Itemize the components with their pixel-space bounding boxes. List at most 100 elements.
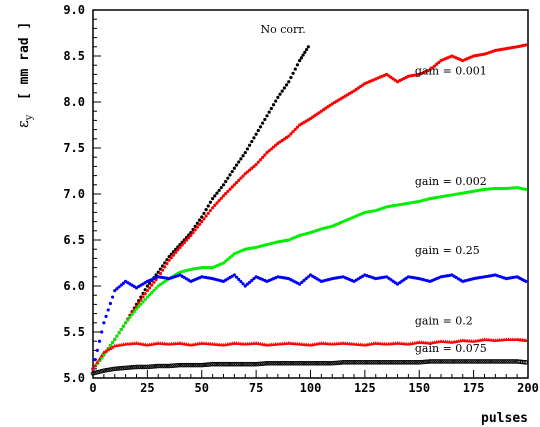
data-point [438, 359, 444, 364]
data-point [269, 106, 273, 111]
data-point [117, 331, 121, 335]
data-point [490, 359, 496, 364]
data-point [421, 359, 426, 365]
data-point [292, 360, 298, 366]
series-2 [91, 185, 528, 371]
data-point [101, 350, 106, 354]
data-point [154, 286, 158, 290]
data-point [211, 206, 215, 210]
data-point [258, 125, 263, 129]
data-point [153, 363, 159, 369]
data-point [282, 360, 287, 366]
data-point [386, 360, 392, 365]
data-point [136, 364, 141, 370]
data-point [204, 214, 208, 218]
data-point [116, 366, 122, 371]
data-point [236, 361, 242, 367]
data-point [435, 62, 439, 66]
data-point [145, 295, 149, 299]
data-point [458, 359, 463, 364]
data-point [175, 363, 181, 368]
data-point [169, 363, 174, 369]
data-point [228, 173, 232, 177]
data-point [147, 286, 152, 290]
data-point [99, 368, 104, 374]
data-point [208, 200, 213, 204]
data-point [377, 360, 383, 365]
data-point [143, 297, 147, 302]
data-point [499, 359, 505, 364]
data-point [187, 236, 191, 240]
data-point [201, 362, 207, 368]
data-point [347, 360, 352, 365]
data-point [267, 149, 271, 153]
data-point [197, 362, 202, 368]
data-point [286, 360, 292, 366]
data-point [271, 360, 276, 366]
data-point [237, 160, 241, 164]
data-point [150, 291, 154, 295]
data-point [269, 147, 273, 151]
data-point [303, 360, 309, 366]
data-point [419, 359, 424, 365]
data-point [280, 89, 284, 93]
data-point [102, 321, 106, 325]
data-point [524, 279, 528, 283]
data-point [179, 362, 185, 368]
data-point [267, 110, 271, 114]
data-point [200, 215, 204, 219]
data-point [241, 282, 245, 286]
data-point [293, 127, 297, 132]
data-point [241, 174, 245, 178]
data-point [145, 364, 150, 370]
data-point [110, 366, 115, 372]
data-point [248, 168, 252, 172]
data-point [366, 360, 372, 365]
y-tick-label: 5.5 [63, 325, 85, 339]
data-point [134, 307, 139, 311]
data-point [284, 360, 289, 366]
data-point [217, 199, 221, 203]
data-point [99, 353, 104, 358]
data-point [200, 220, 204, 224]
data-point [130, 312, 134, 317]
data-point [247, 361, 252, 367]
data-point [364, 360, 370, 365]
data-point [169, 256, 173, 260]
data-point [249, 361, 255, 367]
data-point [375, 360, 381, 365]
data-point [121, 281, 126, 285]
data-point [245, 361, 250, 367]
y-tick-label: 7.5 [63, 141, 85, 155]
annotation-label: No corr. [260, 23, 305, 36]
data-point [325, 360, 331, 366]
data-point [258, 158, 263, 162]
data-point [384, 360, 389, 365]
y-tick-label: 5.0 [63, 371, 85, 385]
data-point [340, 360, 346, 365]
data-point [256, 128, 260, 133]
data-point [393, 360, 398, 365]
data-point [202, 211, 206, 215]
data-point [167, 258, 171, 262]
data-point [291, 130, 295, 134]
data-point [166, 363, 172, 369]
data-point [250, 166, 254, 170]
data-point [151, 364, 157, 369]
x-tick-label: 25 [140, 381, 154, 395]
data-point [484, 359, 489, 364]
y-axis-symbol-subscript: y [24, 114, 35, 121]
data-point [164, 363, 170, 369]
data-point [239, 279, 243, 284]
data-point [437, 60, 441, 65]
y-axis-units: [ mm rad ] [17, 22, 32, 100]
data-point [308, 360, 313, 366]
data-point [113, 289, 117, 293]
data-point [110, 340, 115, 345]
data-point [184, 362, 189, 368]
data-point [260, 361, 265, 366]
data-point [239, 157, 243, 161]
data-point [138, 364, 144, 370]
data-point [395, 360, 400, 365]
